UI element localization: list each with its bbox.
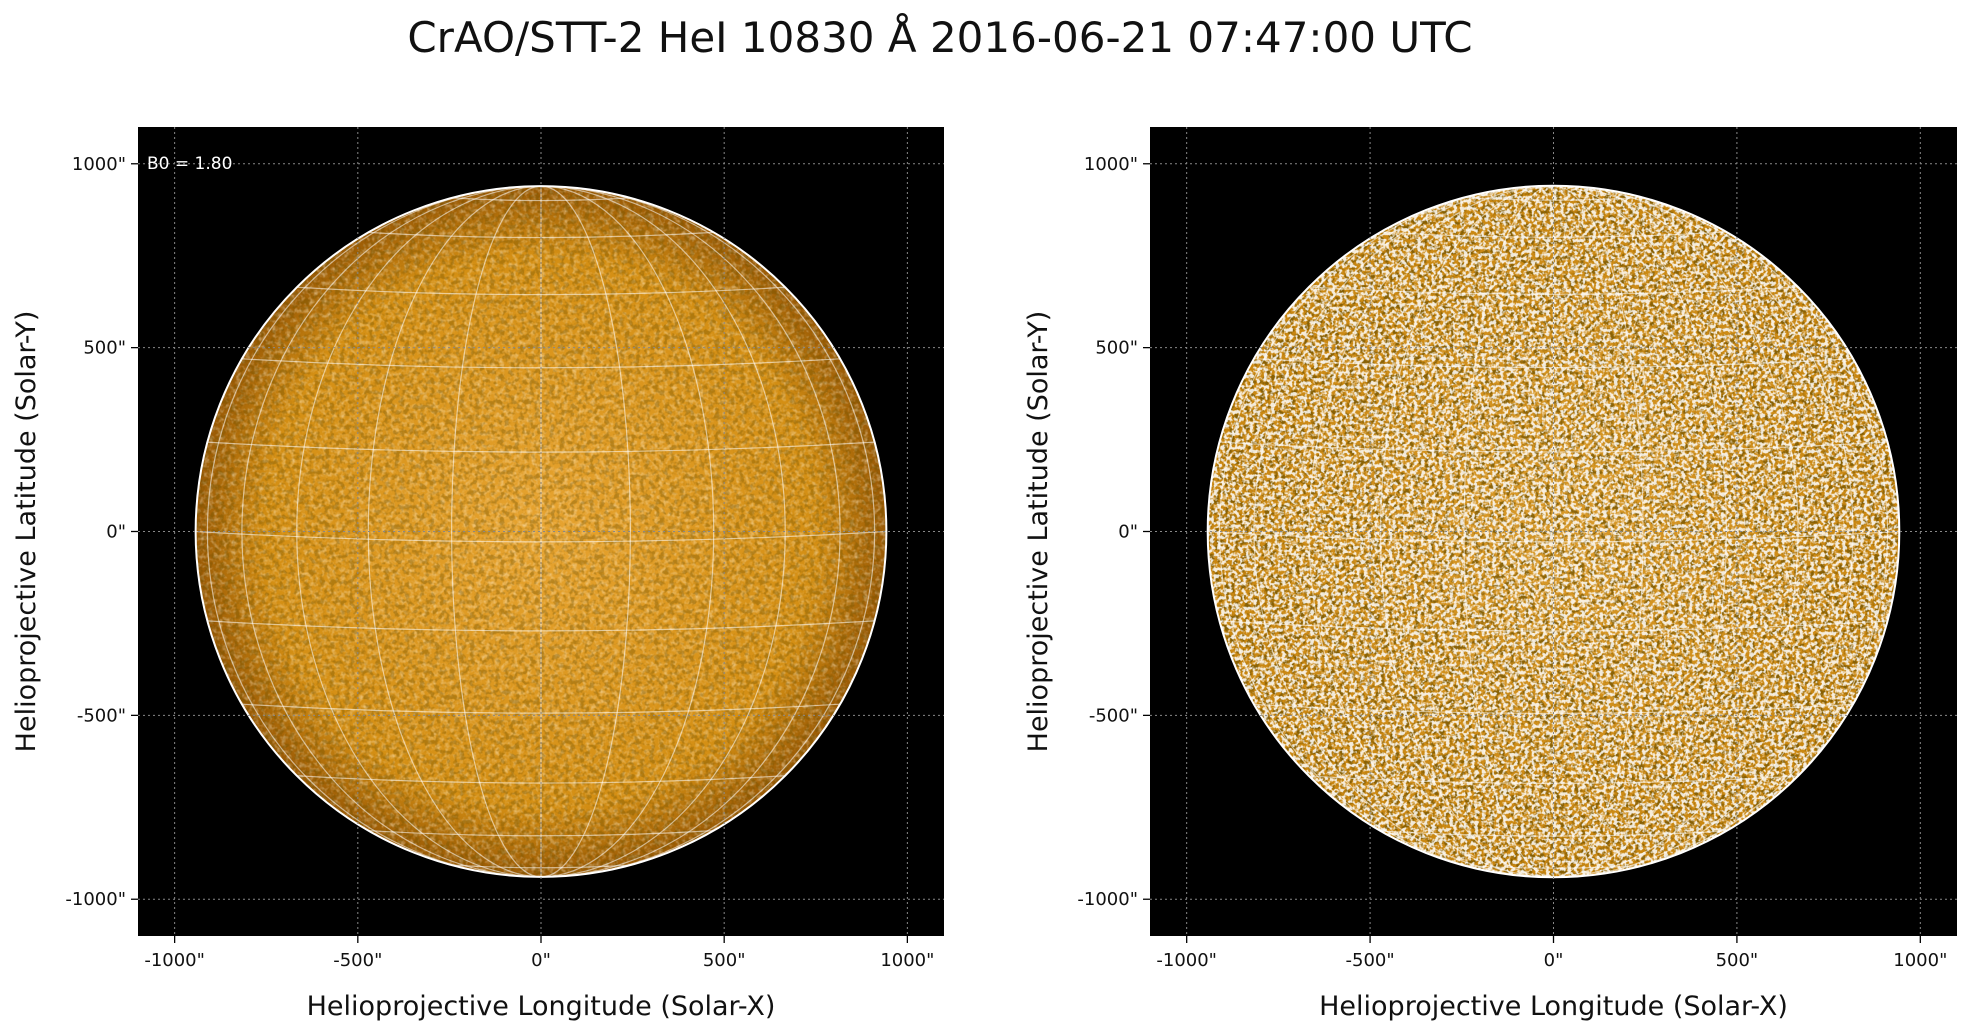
x-tick-label: 1000" (1893, 950, 1947, 971)
panel: -1000" -500" 0" 500" 1000" -1000" -500" 0" 500" 1… (1023, 127, 1957, 1022)
parallel (451, 197, 631, 202)
x-tick-label: 500" (1716, 950, 1759, 971)
meridian (241, 185, 542, 878)
meridian (206, 185, 542, 878)
meridian (1308, 185, 1554, 878)
y-tick-label: -500" (77, 705, 126, 726)
y-tick-label: -1000" (65, 889, 126, 910)
x-tick-label: -1000" (1156, 950, 1217, 971)
y-tick-label: -500" (1089, 705, 1138, 726)
meridian (1218, 185, 1554, 878)
meridian (1553, 185, 1889, 878)
heliographic-grid (195, 185, 887, 878)
y-tick-label: 0" (1118, 522, 1138, 543)
x-tick-label: 500" (703, 950, 746, 971)
y-tick-label: -1000" (1077, 889, 1138, 910)
y-tick-label: 500" (1095, 338, 1138, 359)
y-tick-label: 1000" (72, 154, 126, 175)
y-tick-label: 1000" (1084, 154, 1138, 175)
parallel (195, 530, 887, 543)
meridian (1553, 185, 1854, 878)
y-tick-label: 0" (106, 522, 126, 543)
x-axis-label: Helioprojective Longitude (Solar-X) (307, 991, 776, 1022)
meridian (540, 185, 841, 878)
x-tick-label: -500" (1346, 950, 1395, 971)
panel: -1000" -500" 0" 500" 1000" -1000" -500" 0" 500" 1… (11, 127, 944, 1022)
meridian (296, 185, 542, 878)
parallel (296, 286, 786, 296)
x-tick-label: 0" (1544, 950, 1564, 971)
parallel (1219, 620, 1888, 632)
parallel (207, 620, 875, 632)
meridian (1553, 185, 1799, 878)
figure-title: CrAO/STT-2 HeI 10830 Å 2016-06-21 07:47:… (407, 12, 1472, 62)
annotation: B0 = 1.80 (147, 154, 232, 174)
parallel (1207, 530, 1900, 543)
meridian (540, 185, 786, 878)
parallel (1463, 196, 1644, 201)
y-axis-label: Helioprojective Latitude (Solar-Y) (11, 311, 42, 753)
x-tick-label: 0" (531, 950, 551, 971)
x-tick-label: -1000" (144, 950, 205, 971)
limb (194, 185, 888, 878)
x-axis-label: Helioprojective Longitude (Solar-X) (1319, 991, 1788, 1022)
meridian (1253, 185, 1554, 878)
parallel (1380, 830, 1727, 837)
parallel (368, 830, 714, 837)
y-tick-label: 500" (83, 338, 126, 359)
y-axis-label: Helioprojective Latitude (Solar-Y) (1023, 311, 1054, 753)
parallel (1308, 286, 1799, 295)
x-tick-label: -500" (333, 950, 382, 971)
x-tick-label: 1000" (880, 950, 934, 971)
